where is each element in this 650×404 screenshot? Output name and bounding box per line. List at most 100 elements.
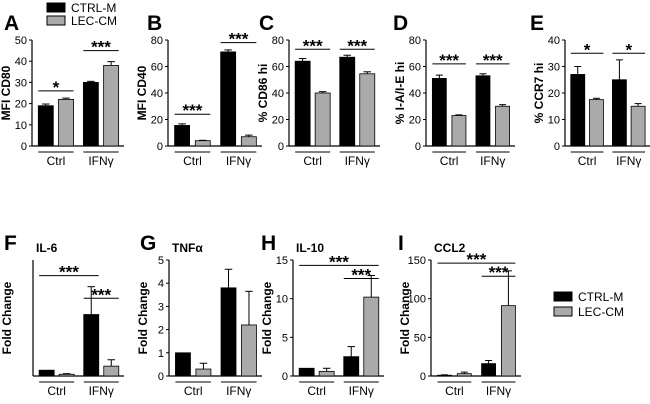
panel-f: F IL-6 Fold Change Ctrl IFNγ *** ***: [0, 232, 124, 398]
bar-ctrl-m-ctrl: [431, 78, 447, 147]
y-tick-label: 80: [409, 35, 421, 47]
bar-lec-cm-ifn: [363, 296, 380, 377]
y-axis-label: Fold Change: [0, 281, 14, 354]
bar-ctrl-m-ctrl: [174, 125, 191, 147]
significance-marker: *: [584, 40, 591, 59]
y-tick-label: 100: [408, 294, 426, 306]
bar-lec-cm-ifn: [359, 73, 376, 147]
y-tick-label: 3: [158, 301, 164, 313]
y-tick-label: 50: [15, 35, 27, 47]
category-label: IFNγ: [226, 154, 251, 168]
y-tick-label: 80: [151, 35, 163, 47]
y-tick-label: 60: [151, 62, 163, 74]
legend-swatch-lec-cm: [46, 15, 66, 26]
bar-ctrl-m-ctrl: [570, 74, 586, 147]
panel-label: F: [4, 232, 17, 255]
panel-label: E: [530, 12, 544, 35]
panel-label: D: [393, 12, 408, 35]
y-tick-label: 0: [282, 371, 288, 383]
significance-marker: ***: [483, 51, 503, 70]
legend-bottom: CTRL-M LEC-CM: [553, 290, 624, 319]
y-tick-label: 20: [151, 115, 163, 127]
y-tick-label: 40: [151, 88, 163, 100]
y-tick-label: 4: [158, 278, 164, 290]
legend-label-lec-cm: LEC-CM: [578, 305, 624, 319]
bar-ctrl-m-ifn: [82, 82, 99, 147]
bar-lec-cm-ctrl: [195, 368, 212, 377]
bar-lec-cm-ctrl: [314, 92, 331, 147]
panel-label: B: [147, 12, 162, 35]
y-tick-label: 40: [15, 56, 27, 68]
panel-title: CCL2: [434, 241, 466, 255]
y-tick-label: 0: [554, 141, 560, 153]
y-tick-label: 20: [409, 115, 421, 127]
significance-marker: ***: [183, 101, 203, 120]
bar-ctrl-m-ifn: [339, 56, 356, 147]
legend-label-ctrl-m: CTRL-M: [578, 290, 623, 304]
bar-ctrl-m-ifn: [220, 51, 237, 147]
bar-lec-cm-ifn: [241, 324, 257, 377]
category-label: Ctrl: [47, 384, 66, 398]
category-label: Ctrl: [445, 384, 464, 398]
significance-marker: ***: [229, 30, 249, 49]
significance-marker: ***: [91, 38, 111, 57]
category-label: IFNγ: [345, 154, 370, 168]
panel-label: G: [140, 232, 156, 255]
y-tick-label: 60: [409, 62, 421, 74]
y-axis-label: % CCR7 hi: [532, 63, 546, 124]
y-tick-label: 2: [158, 325, 164, 337]
significance-marker: ***: [439, 51, 459, 70]
y-tick-label: 0: [21, 141, 27, 153]
legend-swatch-ctrl-m: [553, 291, 573, 302]
y-tick-label: 10: [548, 115, 560, 127]
panel-g: G TNFα Fold Change 0 1 2 3 4 5 Ctrl IFNγ: [136, 232, 262, 398]
y-axis-label: MFI CD80: [0, 65, 13, 120]
significance-marker: *: [53, 78, 60, 97]
panel-i: I CCL2 Fold Change 0 50 100 150 Ctrl IFNγ ******: [398, 232, 521, 398]
category-label: Ctrl: [47, 154, 66, 168]
bar-lec-cm-ctrl: [318, 370, 335, 377]
y-tick-label: 20: [272, 115, 284, 127]
bar-ctrl-m-ctrl: [175, 352, 191, 377]
significance-marker: ***: [489, 263, 509, 282]
legend-swatch-ctrl-m: [46, 2, 66, 13]
legend-label-lec-cm: LEC-CM: [71, 14, 117, 28]
category-label: IFNγ: [616, 154, 641, 168]
bar-lec-cm-ifn: [500, 305, 516, 377]
category-label: Ctrl: [184, 384, 203, 398]
panel-label: I: [398, 232, 404, 255]
bar-lec-cm-ctrl: [194, 140, 211, 147]
category-label: IFNγ: [226, 384, 251, 398]
category-label: IFNγ: [89, 384, 114, 398]
y-tick-label: 150: [408, 255, 426, 267]
category-label: Ctrl: [578, 154, 597, 168]
y-tick-label: 40: [409, 88, 421, 100]
bar-ctrl-m-ifn: [612, 79, 627, 147]
panel-label: A: [4, 12, 19, 35]
bar-ctrl-m-ctrl: [437, 374, 452, 377]
panel-title: TNFα: [172, 241, 203, 255]
y-tick-label: 80: [272, 35, 284, 47]
y-axis-label: Fold Change: [398, 281, 412, 354]
category-label: Ctrl: [307, 384, 326, 398]
bar-ctrl-m-ifn: [220, 287, 237, 377]
bar-ctrl-m-ifn: [83, 314, 100, 377]
significance-marker: ***: [351, 266, 371, 285]
bar-lec-cm-ctrl: [58, 98, 74, 147]
significance-marker: ***: [467, 250, 487, 269]
legend-swatch-lec-cm: [553, 306, 573, 317]
significance-marker: ***: [303, 36, 323, 55]
y-tick-label: 20: [548, 88, 560, 100]
bar-ctrl-m-ifn: [475, 75, 491, 147]
y-tick-label: 20: [15, 99, 27, 111]
y-axis-label: % CD86 hi: [256, 64, 270, 123]
bar-lec-cm-ifn: [495, 105, 510, 147]
bar-ctrl-m-ifn: [343, 356, 360, 377]
category-label: IFNγ: [88, 154, 113, 168]
significance-marker: ***: [91, 285, 111, 304]
significance-marker: ***: [59, 263, 79, 282]
category-label: IFNγ: [349, 384, 374, 398]
significance-marker: ***: [329, 252, 349, 271]
